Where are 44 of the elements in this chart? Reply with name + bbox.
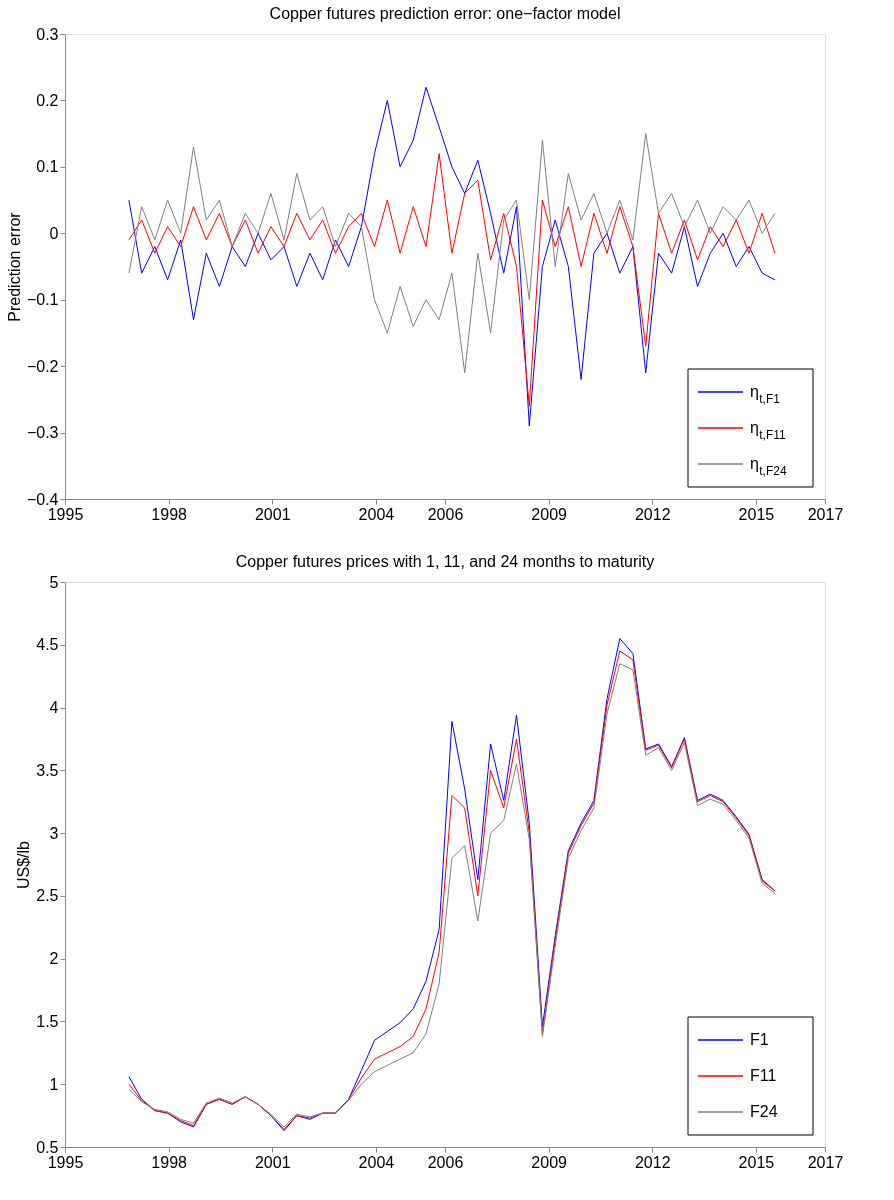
chart-title: Copper futures prediction error: one−factor model bbox=[269, 5, 621, 22]
chart-title: Copper futures prices with 1, 11, and 24 months to maturity bbox=[235, 553, 655, 570]
y-tick-label: 5 bbox=[49, 573, 59, 591]
legend-label: F1 bbox=[750, 1031, 769, 1048]
y-tick-label: −0.1 bbox=[26, 291, 59, 309]
y-tick-label: 0 bbox=[49, 224, 59, 242]
x-tick-label: 2012 bbox=[634, 505, 671, 523]
x-tick-label: 2006 bbox=[427, 505, 464, 523]
y-tick-label: 3 bbox=[49, 824, 59, 842]
legend-label: F11 bbox=[750, 1067, 777, 1084]
x-tick-label: 2012 bbox=[634, 1153, 671, 1171]
x-tick-label: 1998 bbox=[151, 1153, 188, 1171]
y-tick-label: −0.2 bbox=[26, 357, 59, 375]
y-tick-label: 0.5 bbox=[36, 1138, 59, 1156]
x-tick-label: 1998 bbox=[151, 505, 188, 523]
x-tick-label: 1995 bbox=[47, 1153, 84, 1171]
x-tick-label: 2009 bbox=[531, 505, 568, 523]
x-tick-label: 2001 bbox=[254, 1153, 291, 1171]
y-tick-label: −0.3 bbox=[26, 424, 59, 442]
y-tick-label: 2.5 bbox=[36, 887, 59, 905]
y-axis-title: Prediction error bbox=[5, 211, 23, 322]
x-tick-label: 2004 bbox=[358, 505, 395, 523]
legend-label: F24 bbox=[750, 1103, 778, 1120]
y-tick-label: 4 bbox=[49, 699, 59, 717]
x-tick-label: 2001 bbox=[254, 505, 291, 523]
y-tick-label: 0.2 bbox=[36, 91, 59, 109]
x-tick-label: 2017 bbox=[807, 1153, 844, 1171]
y-tick-label: −0.4 bbox=[26, 490, 59, 508]
x-tick-label: 2017 bbox=[807, 505, 844, 523]
y-axis-title: US$/lb bbox=[15, 840, 33, 890]
y-tick-label: 0.3 bbox=[36, 25, 59, 43]
x-tick-label: 2015 bbox=[738, 505, 775, 523]
x-tick-label: 1995 bbox=[47, 505, 84, 523]
y-tick-label: 2 bbox=[49, 950, 59, 968]
x-tick-label: 2006 bbox=[427, 1153, 464, 1171]
y-tick-label: 3.5 bbox=[36, 761, 59, 779]
x-tick-label: 2015 bbox=[738, 1153, 775, 1171]
y-tick-label: 0.1 bbox=[36, 158, 59, 176]
y-tick-label: 1 bbox=[49, 1075, 59, 1093]
y-tick-label: 4.5 bbox=[36, 636, 59, 654]
y-tick-label: 1.5 bbox=[36, 1012, 59, 1030]
x-tick-label: 2009 bbox=[531, 1153, 568, 1171]
line-series bbox=[128, 133, 776, 374]
x-tick-label: 2004 bbox=[358, 1153, 395, 1171]
